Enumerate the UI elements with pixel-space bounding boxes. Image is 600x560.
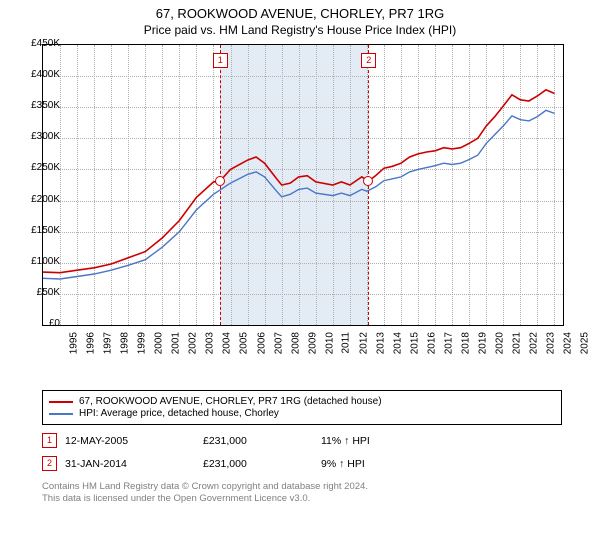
marker-label-box: 2 bbox=[361, 53, 376, 68]
x-axis-label: 2020 bbox=[494, 332, 505, 354]
x-axis-label: 2000 bbox=[153, 332, 164, 354]
series-line bbox=[43, 90, 555, 273]
x-axis-label: 1996 bbox=[85, 332, 96, 354]
title-area: 67, ROOKWOOD AVENUE, CHORLEY, PR7 1RG Pr… bbox=[0, 0, 600, 39]
footer: Contains HM Land Registry data © Crown c… bbox=[42, 481, 562, 506]
sale-marker-1: 1 bbox=[42, 433, 57, 448]
legend-label-1: 67, ROOKWOOD AVENUE, CHORLEY, PR7 1RG (d… bbox=[79, 396, 382, 407]
title-subtitle: Price paid vs. HM Land Registry's House … bbox=[0, 23, 600, 37]
legend-swatch-red bbox=[49, 401, 73, 403]
x-axis-label: 2013 bbox=[375, 332, 386, 354]
sale-price-2: £231,000 bbox=[203, 458, 313, 470]
x-axis-label: 2011 bbox=[340, 332, 351, 354]
sale-hpi-2: 9% ↑ HPI bbox=[321, 458, 401, 470]
sale-price-1: £231,000 bbox=[203, 435, 313, 447]
x-axis-label: 2002 bbox=[188, 332, 199, 354]
legend-row-1: 67, ROOKWOOD AVENUE, CHORLEY, PR7 1RG (d… bbox=[49, 396, 555, 407]
x-axis-label: 1999 bbox=[136, 332, 147, 354]
x-axis-label: 2010 bbox=[324, 332, 335, 354]
x-axis-label: 2008 bbox=[290, 332, 301, 354]
x-axis-label: 2024 bbox=[563, 332, 574, 354]
y-axis-label: £0 bbox=[20, 318, 60, 329]
y-axis-label: £400K bbox=[20, 69, 60, 80]
x-axis-label: 2014 bbox=[392, 332, 403, 354]
y-axis-label: £200K bbox=[20, 194, 60, 205]
x-axis-label: 2023 bbox=[546, 332, 557, 354]
x-axis-label: 2004 bbox=[222, 332, 233, 354]
y-axis-label: £50K bbox=[20, 287, 60, 298]
legend-swatch-blue bbox=[49, 413, 73, 415]
sale-date-2: 31-JAN-2014 bbox=[65, 458, 195, 470]
x-axis-label: 2007 bbox=[273, 332, 284, 354]
footer-line-1: Contains HM Land Registry data © Crown c… bbox=[42, 481, 562, 493]
sale-row-1: 1 12-MAY-2005 £231,000 11% ↑ HPI bbox=[42, 433, 562, 448]
y-axis-label: £350K bbox=[20, 100, 60, 111]
x-axis-label: 2019 bbox=[477, 332, 488, 354]
x-axis-label: 2015 bbox=[409, 332, 420, 354]
y-axis-label: £100K bbox=[20, 256, 60, 267]
x-axis-label: 1995 bbox=[68, 332, 79, 354]
sale-hpi-1: 11% ↑ HPI bbox=[321, 435, 401, 447]
x-axis-label: 2009 bbox=[307, 332, 318, 354]
legend-row-2: HPI: Average price, detached house, Chor… bbox=[49, 408, 555, 419]
x-axis-label: 2006 bbox=[256, 332, 267, 354]
x-axis-label: 2005 bbox=[239, 332, 250, 354]
sale-marker-2: 2 bbox=[42, 456, 57, 471]
marker-dot bbox=[363, 176, 373, 186]
chart: 12 £0£50K£100K£150K£200K£250K£300K£350K£… bbox=[42, 44, 586, 354]
plot-area: 12 bbox=[42, 44, 564, 326]
sale-row-2: 2 31-JAN-2014 £231,000 9% ↑ HPI bbox=[42, 456, 562, 471]
x-axis-label: 2018 bbox=[460, 332, 471, 354]
legend-box: 67, ROOKWOOD AVENUE, CHORLEY, PR7 1RG (d… bbox=[42, 390, 562, 425]
x-axis-label: 2017 bbox=[443, 332, 454, 354]
x-axis-label: 1997 bbox=[102, 332, 113, 354]
legend-label-2: HPI: Average price, detached house, Chor… bbox=[79, 408, 279, 419]
marker-label-box: 1 bbox=[213, 53, 228, 68]
x-axis-label: 2016 bbox=[426, 332, 437, 354]
title-address: 67, ROOKWOOD AVENUE, CHORLEY, PR7 1RG bbox=[0, 6, 600, 21]
y-axis-label: £250K bbox=[20, 162, 60, 173]
x-axis-label: 2001 bbox=[171, 332, 182, 354]
x-axis-label: 2003 bbox=[205, 332, 216, 354]
x-axis-label: 2025 bbox=[580, 332, 591, 354]
y-axis-label: £450K bbox=[20, 38, 60, 49]
y-axis-label: £150K bbox=[20, 225, 60, 236]
chart-lines bbox=[43, 45, 563, 325]
x-axis-label: 2021 bbox=[512, 332, 523, 354]
legend-and-footer: 67, ROOKWOOD AVENUE, CHORLEY, PR7 1RG (d… bbox=[42, 390, 562, 506]
y-axis-label: £300K bbox=[20, 131, 60, 142]
series-line bbox=[43, 110, 555, 279]
x-axis-label: 1998 bbox=[119, 332, 130, 354]
x-axis-label: 2022 bbox=[529, 332, 540, 354]
footer-line-2: This data is licensed under the Open Gov… bbox=[42, 493, 562, 505]
x-axis-label: 2012 bbox=[358, 332, 369, 354]
sale-date-1: 12-MAY-2005 bbox=[65, 435, 195, 447]
marker-dot bbox=[215, 176, 225, 186]
